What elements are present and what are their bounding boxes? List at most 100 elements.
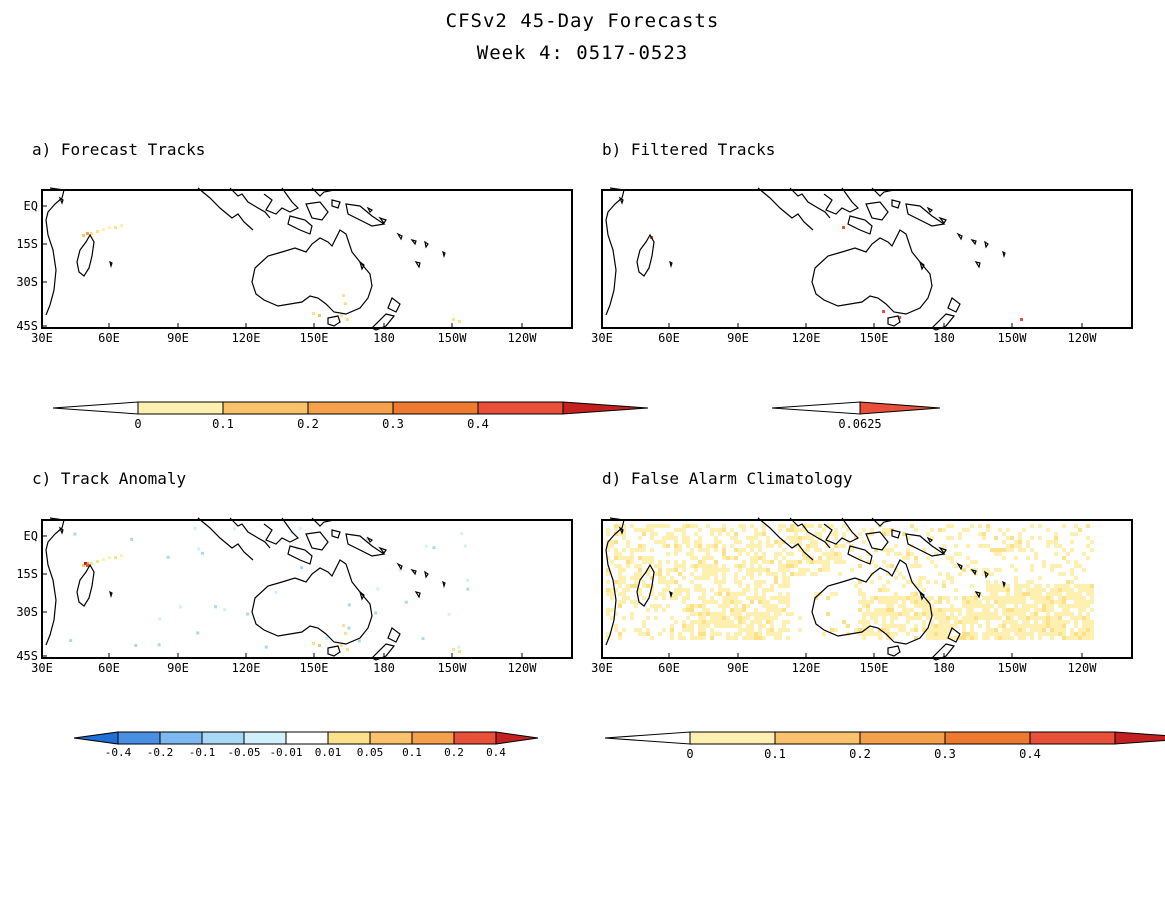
false-alarm-cell	[658, 592, 662, 596]
false-alarm-cell	[1014, 600, 1018, 604]
false-alarm-cell	[898, 624, 902, 628]
coastline	[605, 187, 1006, 331]
false-alarm-cell	[1086, 600, 1090, 604]
false-alarm-cell	[738, 540, 742, 544]
false-alarm-cell	[750, 560, 754, 564]
false-alarm-cell	[858, 588, 862, 592]
false-alarm-cell	[934, 580, 938, 584]
false-alarm-cell	[758, 616, 762, 620]
false-alarm-cell	[1078, 596, 1082, 600]
false-alarm-cell	[742, 560, 746, 564]
false-alarm-cell	[754, 608, 758, 612]
false-alarm-cell	[770, 572, 774, 576]
false-alarm-cell	[902, 556, 906, 560]
false-alarm-cell	[702, 556, 706, 560]
false-alarm-cell	[734, 596, 738, 600]
false-alarm-cell	[782, 576, 786, 580]
false-alarm-cell	[1078, 612, 1082, 616]
false-alarm-cell	[954, 608, 958, 612]
false-alarm-cell	[938, 620, 942, 624]
false-alarm-cell	[986, 612, 990, 616]
false-alarm-cell	[722, 572, 726, 576]
false-alarm-cell	[714, 592, 718, 596]
false-alarm-cell	[722, 564, 726, 568]
false-alarm-cell	[1062, 548, 1066, 552]
anomaly-cell	[325, 636, 329, 640]
false-alarm-cell	[1030, 604, 1034, 608]
false-alarm-cell	[1070, 604, 1074, 608]
false-alarm-cell	[1082, 632, 1086, 636]
false-alarm-cell	[962, 600, 966, 604]
false-alarm-cell	[690, 580, 694, 584]
false-alarm-cell	[966, 528, 970, 532]
false-alarm-cell	[910, 552, 914, 556]
false-alarm-cell	[694, 540, 698, 544]
false-alarm-cell	[1042, 608, 1046, 612]
false-alarm-cell	[702, 604, 706, 608]
false-alarm-cell	[994, 636, 998, 640]
anomaly-cell	[466, 587, 470, 591]
false-alarm-cell	[634, 576, 638, 580]
false-alarm-cell	[698, 596, 702, 600]
false-alarm-cell	[706, 556, 710, 560]
false-alarm-cell	[1014, 540, 1018, 544]
false-alarm-cell	[762, 524, 766, 528]
false-alarm-cell	[874, 548, 878, 552]
false-alarm-cell	[618, 532, 622, 536]
false-alarm-cell	[606, 588, 610, 592]
false-alarm-cell	[862, 616, 866, 620]
false-alarm-cell	[826, 560, 830, 564]
false-alarm-cell	[866, 600, 870, 604]
false-alarm-cell	[750, 572, 754, 576]
false-alarm-cell	[858, 532, 862, 536]
false-alarm-cell	[638, 536, 642, 540]
false-alarm-cell	[774, 604, 778, 608]
false-alarm-cell	[914, 560, 918, 564]
false-alarm-cell	[662, 592, 666, 596]
false-alarm-cell	[758, 612, 762, 616]
false-alarm-cell	[1070, 548, 1074, 552]
false-alarm-cell	[774, 636, 778, 640]
false-alarm-cell	[954, 552, 958, 556]
false-alarm-cell	[606, 580, 610, 584]
false-alarm-cell	[866, 560, 870, 564]
lon-label: 120E	[232, 331, 261, 345]
false-alarm-cell	[774, 576, 778, 580]
false-alarm-cell	[626, 564, 630, 568]
false-alarm-cell	[1070, 628, 1074, 632]
false-alarm-cell	[682, 576, 686, 580]
false-alarm-cell	[674, 620, 678, 624]
track-cell	[458, 650, 461, 653]
lon-label: 120W	[508, 661, 538, 675]
false-alarm-cell	[974, 568, 978, 572]
false-alarm-cell	[734, 548, 738, 552]
false-alarm-cell	[746, 544, 750, 548]
false-alarm-cell	[714, 572, 718, 576]
false-alarm-cell	[722, 600, 726, 604]
false-alarm-cell	[754, 528, 758, 532]
false-alarm-cell	[1014, 556, 1018, 560]
false-alarm-cell	[810, 524, 814, 528]
false-alarm-cell	[606, 548, 610, 552]
false-alarm-cell	[978, 612, 982, 616]
false-alarm-cell	[1014, 612, 1018, 616]
false-alarm-cell	[1042, 604, 1046, 608]
false-alarm-cell	[1010, 564, 1014, 568]
false-alarm-cell	[886, 608, 890, 612]
false-alarm-cell	[698, 540, 702, 544]
false-alarm-cell	[618, 556, 622, 560]
false-alarm-cell	[642, 556, 646, 560]
false-alarm-cell	[930, 528, 934, 532]
false-alarm-cell	[886, 548, 890, 552]
false-alarm-cell	[1078, 584, 1082, 588]
false-alarm-cell	[734, 632, 738, 636]
false-alarm-cell	[1078, 604, 1082, 608]
false-alarm-cell	[622, 588, 626, 592]
false-alarm-cell	[1058, 596, 1062, 600]
colorbar-segment	[944, 731, 1031, 745]
false-alarm-cell	[990, 596, 994, 600]
false-alarm-cell	[922, 604, 926, 608]
false-alarm-cell	[886, 612, 890, 616]
false-alarm-cell	[902, 576, 906, 580]
false-alarm-cell	[934, 552, 938, 556]
